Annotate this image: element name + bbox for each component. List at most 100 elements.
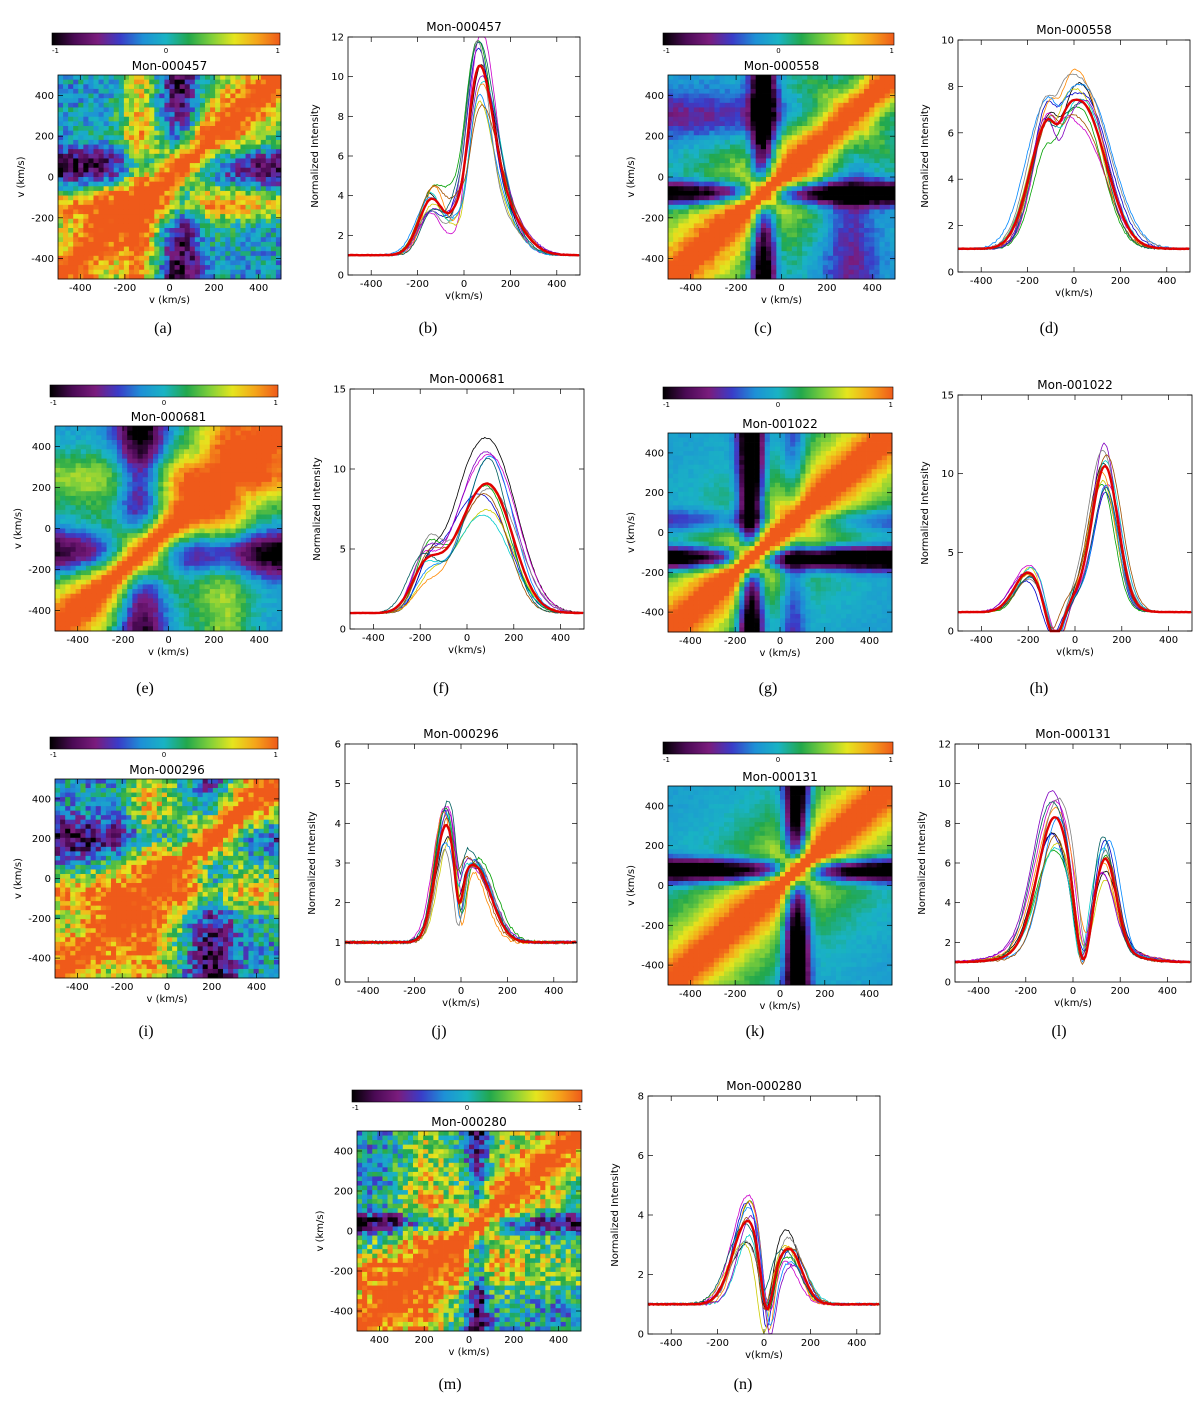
heatmap-cell [137,430,144,436]
heatmap-cell [83,130,89,136]
heatmap-cell [68,144,74,150]
heatmap-cell [838,135,844,141]
heatmap-cell [158,458,164,464]
heatmap-cell [879,130,886,136]
heatmap-cell [179,186,186,192]
heatmap-cell [879,116,886,122]
heatmap-cell [704,88,710,94]
heatmap-cell [199,84,206,90]
heatmap-cell [65,551,71,557]
heatmap-cell [889,84,896,90]
heatmap-cell [103,139,110,145]
heatmap-cell [139,214,145,220]
heatmap-cell [179,116,186,122]
heatmap-cell [843,246,849,252]
heatmap-cell [255,79,262,85]
heatmap-cell [73,126,79,132]
heatmap-cell [714,144,720,150]
heatmap-cell [235,255,241,261]
heatmap-cell [103,214,110,220]
heatmap-cell [93,200,99,206]
heatmap-cell [159,158,165,164]
heatmap-cell [73,223,79,229]
heatmap-cell [796,241,803,247]
heatmap-cell [101,589,107,595]
heatmap-cell [255,112,262,118]
heatmap-cell [184,112,191,118]
heatmap-cell [132,556,138,562]
heatmap-cell [184,121,191,127]
heatmap-cell [204,246,211,252]
heatmap-cell [55,439,61,446]
heatmap-cell [255,228,262,234]
heatmap-cell [858,204,865,210]
heatmap-cell [729,116,736,122]
heatmap-cell [822,223,829,229]
heatmap-cell [724,255,731,261]
heatmap-cell [673,265,679,271]
heatmap-cell [118,93,125,99]
heatmap-cell [93,98,99,104]
heatmap-cell [210,126,216,132]
heatmap-cell [807,158,813,164]
heatmap-cell [678,75,684,81]
heatmap-cell [225,214,231,220]
heatmap-cell [838,75,844,81]
heatmap-cell [260,246,267,252]
heatmap-cell [153,481,159,487]
heatmap-cell [154,218,160,224]
heatmap-cell [853,246,860,252]
heatmap-cell [98,130,105,136]
heatmap-cell [786,172,793,178]
heatmap-cell [78,75,84,81]
heatmap-cell [70,593,77,599]
heatmap-cell [96,514,102,520]
heatmap-cell [63,237,69,243]
heatmap-cell [154,265,160,271]
heatmap-cell [134,214,140,220]
heatmap-cell [204,98,211,104]
heatmap-cell [158,439,164,446]
heatmap-cell [225,88,231,94]
heatmap-cell [220,167,226,173]
heatmap-cell [144,237,150,243]
heatmap-cell [255,116,262,122]
heatmap-cell [169,255,175,261]
heatmap-cell [83,79,89,85]
heatmap-cell [673,98,679,104]
heatmap-cell [142,565,149,571]
heatmap-cell [704,237,710,243]
heatmap-cell [745,167,751,173]
heatmap-cell [714,167,720,173]
heatmap-cell [255,237,262,243]
heatmap-cell [874,135,880,141]
heatmap-cell [760,126,767,132]
heatmap-cell [127,561,133,567]
heatmap-cell [714,177,720,183]
y-tick-label: 10 [331,72,344,83]
heatmap-cell [80,481,87,487]
heatmap-cell [220,223,226,229]
heatmap-cell [673,260,679,266]
heatmap-cell [812,251,819,257]
heatmap-cell [683,88,690,94]
heatmap-cell [688,228,695,234]
heatmap-cell [70,579,77,585]
heatmap-cell [123,144,130,150]
heatmap-cell [255,144,262,150]
heatmap-cell [698,232,705,238]
heatmap-cell [63,153,69,159]
heatmap-cell [874,186,880,192]
heatmap-cell [98,223,105,229]
heatmap-cell [275,200,282,206]
heatmap-cell [149,228,155,234]
heatmap-cell [235,126,241,132]
heatmap-cell [833,102,839,108]
heatmap-cell [137,579,144,585]
heatmap-cell [215,75,221,81]
heatmap-cell [812,107,819,113]
series-line [957,102,1190,251]
heatmap-cell [103,237,110,243]
series-line [957,92,1190,251]
heatmap-cell [796,84,803,90]
